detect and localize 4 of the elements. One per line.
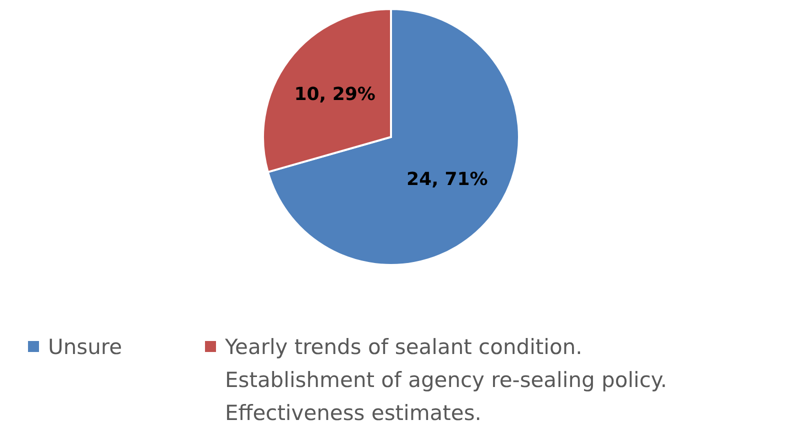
legend-label: Unsure	[48, 335, 122, 359]
data-label: 10, 29%	[294, 84, 376, 106]
legend-label: Yearly trends of sealant condition. Establishment of agency re-sealing policy. Effectiveness estimates.	[224, 335, 668, 425]
data-label: 24, 71%	[406, 168, 488, 190]
